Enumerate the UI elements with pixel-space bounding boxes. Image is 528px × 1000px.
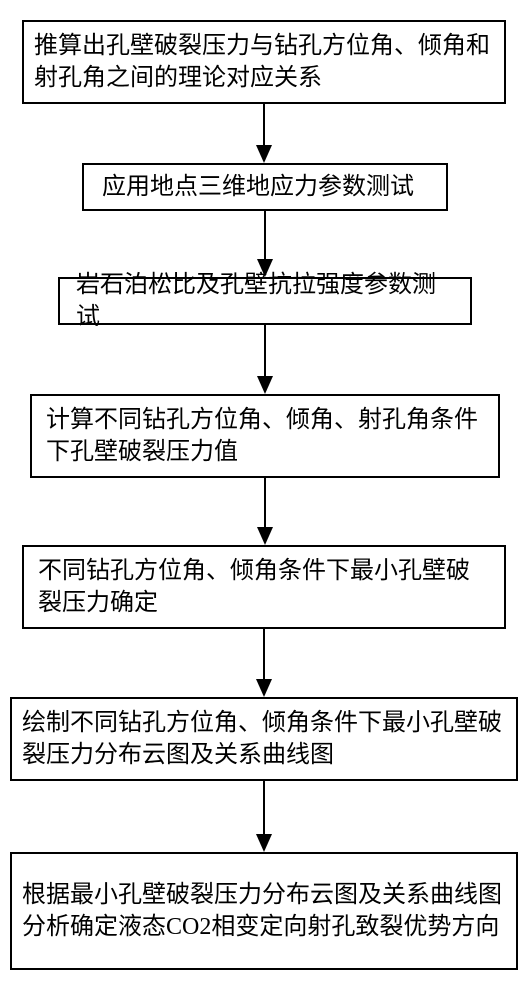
flow-arrow-head: [257, 259, 273, 277]
flow-node-n2: 应用地点三维地应力参数测试: [82, 163, 448, 211]
flow-node-text: 推算出孔壁破裂压力与钻孔方位角、倾角和射孔角之间的理论对应关系: [34, 30, 494, 95]
flow-node-text: 不同钻孔方位角、倾角条件下最小孔壁破裂压力确定: [38, 555, 490, 620]
flow-node-text: 岩石泊松比及孔壁抗拉强度参数测试: [76, 269, 454, 334]
flow-node-n4: 计算不同钻孔方位角、倾角、射孔角条件下孔壁破裂压力值: [30, 394, 500, 478]
flowchart-canvas: 推算出孔壁破裂压力与钻孔方位角、倾角和射孔角之间的理论对应关系应用地点三维地应力…: [0, 0, 528, 1000]
flow-arrow-line: [263, 629, 265, 679]
flow-node-n5: 不同钻孔方位角、倾角条件下最小孔壁破裂压力确定: [22, 545, 506, 629]
flow-node-text: 计算不同钻孔方位角、倾角、射孔角条件下孔壁破裂压力值: [46, 404, 484, 469]
flow-node-n1: 推算出孔壁破裂压力与钻孔方位角、倾角和射孔角之间的理论对应关系: [22, 20, 506, 104]
flow-node-text: 根据最小孔壁破裂压力分布云图及关系曲线图分析确定液态CO2相变定向射孔致裂优势方…: [22, 879, 506, 944]
flow-node-n7: 根据最小孔壁破裂压力分布云图及关系曲线图分析确定液态CO2相变定向射孔致裂优势方…: [10, 852, 518, 970]
flow-arrow-head: [257, 376, 273, 394]
flow-arrow-head: [256, 145, 272, 163]
flow-node-n3: 岩石泊松比及孔壁抗拉强度参数测试: [58, 277, 472, 325]
flow-arrow-line: [264, 211, 266, 259]
flow-node-n6: 绘制不同钻孔方位角、倾角条件下最小孔壁破裂压力分布云图及关系曲线图: [10, 697, 518, 781]
flow-arrow-line: [263, 781, 265, 834]
flow-arrow-line: [264, 325, 266, 376]
flow-arrow-head: [257, 527, 273, 545]
flow-arrow-head: [256, 834, 272, 852]
flow-arrow-head: [256, 679, 272, 697]
flow-arrow-line: [264, 478, 266, 527]
flow-node-text: 绘制不同钻孔方位角、倾角条件下最小孔壁破裂压力分布云图及关系曲线图: [22, 707, 506, 772]
flow-arrow-line: [263, 104, 265, 145]
flow-node-text: 应用地点三维地应力参数测试: [102, 171, 414, 203]
